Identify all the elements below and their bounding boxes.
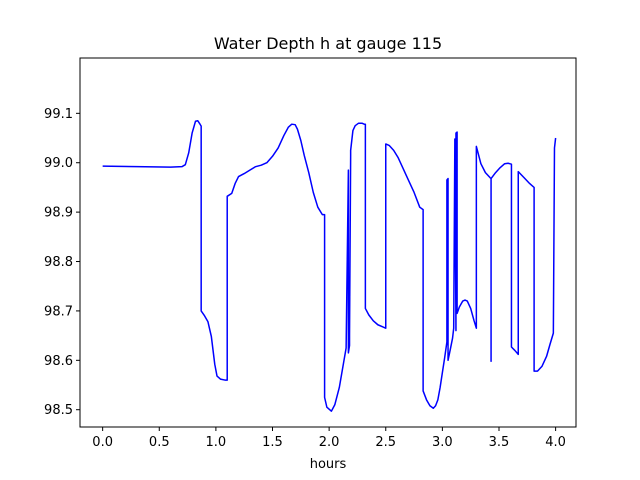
x-tick-label: 0.0	[92, 435, 113, 450]
x-tick-label: 1.5	[262, 435, 283, 450]
x-tick-label: 0.5	[149, 435, 170, 450]
y-tick-label: 98.5	[44, 403, 73, 418]
x-tick-label: 3.5	[489, 435, 510, 450]
y-axis-ticks: 98.5 98.6 98.7 98.8 98.9 99.0 99.1	[44, 107, 80, 418]
y-tick-label: 98.7	[44, 304, 73, 319]
y-tick-label: 98.8	[44, 255, 73, 270]
axes-frame	[79, 57, 577, 428]
y-tick-label: 99.1	[44, 107, 73, 122]
y-tick-label: 98.6	[44, 354, 73, 369]
y-tick-label: 99.0	[44, 156, 73, 171]
x-tick-label: 1.0	[206, 435, 227, 450]
series-line-0	[102, 119, 557, 412]
series-layer	[102, 119, 557, 412]
x-axis-label: hours	[310, 457, 347, 472]
x-axis-ticks: 0.0 0.5 1.0 1.5 2.0 2.5 3.0 3.5 4.0	[92, 427, 566, 450]
chart-title: Water Depth h at gauge 115	[214, 34, 442, 53]
y-tick-label: 98.9	[44, 206, 73, 221]
x-tick-label: 4.0	[545, 435, 566, 450]
x-tick-label: 2.0	[319, 435, 340, 450]
x-tick-label: 2.5	[375, 435, 396, 450]
plot-area	[79, 57, 577, 428]
x-tick-label: 3.0	[432, 435, 453, 450]
